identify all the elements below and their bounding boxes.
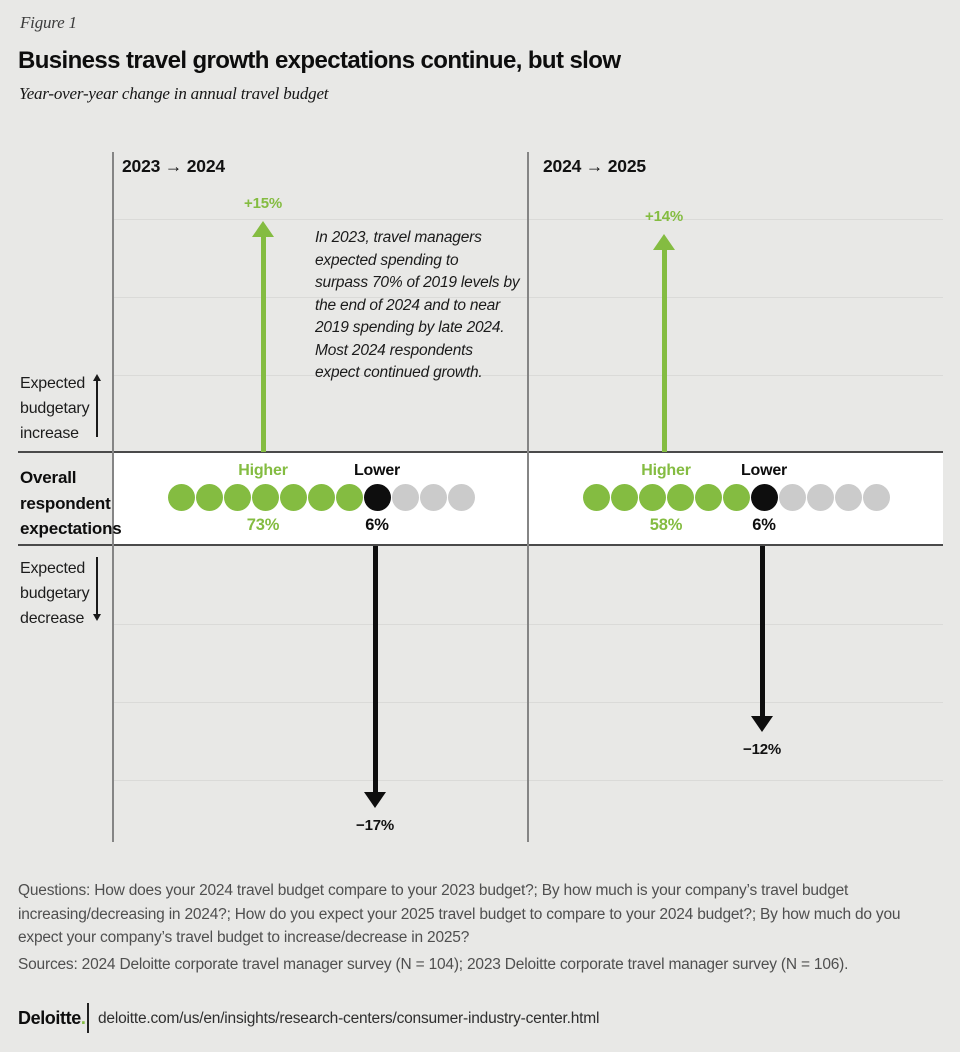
sources-text: Sources: 2024 Deloitte corporate travel … (18, 956, 849, 973)
footer-url[interactable]: deloitte.com/us/en/insights/research-cen… (98, 1010, 600, 1027)
panel2-decrease-value: −12% (743, 741, 781, 758)
panel1-dot-row (168, 484, 475, 511)
green-dot (168, 484, 195, 511)
green-dot (280, 484, 307, 511)
panel1-header: 2023 → 2024 (122, 156, 225, 176)
panel2-header: 2024 → 2025 (543, 156, 646, 176)
down-arrow-icon (92, 614, 101, 621)
gray-dot (448, 484, 475, 511)
panel1-axis (112, 152, 114, 842)
panel2-dot-row (583, 484, 890, 511)
panel1-down-arrow-icon (364, 792, 386, 808)
annotation-text: In 2023, travel managers expected spendi… (315, 229, 520, 381)
gray-dot (863, 484, 890, 511)
gray-dot (392, 484, 419, 511)
down-arrow-icon (96, 557, 98, 614)
up-arrow-icon (96, 380, 98, 437)
panel1-decrease-value: −17% (356, 817, 394, 834)
panel2-down-arrow-icon (751, 716, 773, 732)
green-dot (196, 484, 223, 511)
gray-dot (779, 484, 806, 511)
gray-dot (835, 484, 862, 511)
figure-label: Figure 1 (20, 13, 77, 32)
gray-dot (420, 484, 447, 511)
green-dot (224, 484, 251, 511)
panel2-axis (527, 152, 529, 842)
expected-decrease-label: Expected budgetary decrease (20, 560, 90, 627)
green-dot (667, 484, 694, 511)
green-dot (308, 484, 335, 511)
figure-subtitle: Year-over-year change in annual travel b… (19, 84, 329, 103)
respondent-band-frame (18, 451, 943, 546)
panel1-lower-label: Lower (353, 462, 401, 479)
expected-increase-label: Expected budgetary increase (20, 375, 90, 442)
panel1-lower-value: 6% (365, 516, 389, 534)
overall-expectations-label: Overall respondent expectations (20, 468, 122, 538)
black-dot (751, 484, 778, 511)
green-dot (611, 484, 638, 511)
up-arrow-icon (92, 374, 101, 381)
gray-dot (807, 484, 834, 511)
panel2-up-arrow-icon (653, 234, 675, 250)
green-dot (336, 484, 363, 511)
green-dot (695, 484, 722, 511)
panel1-increase-value: +15% (244, 195, 282, 212)
green-dot (723, 484, 750, 511)
panel1-higher-value: 73% (246, 516, 280, 534)
logo-divider (87, 1003, 89, 1033)
panel2-higher-label: Higher (641, 462, 691, 479)
panel2-lower-value: 6% (752, 516, 776, 534)
panel2-up-arrow-icon (661, 249, 667, 452)
panel1-down-arrow-icon (372, 546, 378, 792)
questions-text: Questions: How does your 2024 travel bud… (18, 882, 901, 946)
panel2-lower-label: Lower (740, 462, 788, 479)
panel1-up-arrow-icon (260, 236, 266, 452)
black-dot (364, 484, 391, 511)
panel2-increase-value: +14% (645, 208, 683, 225)
green-dot (639, 484, 666, 511)
green-dot (583, 484, 610, 511)
panel2-higher-value: 58% (649, 516, 683, 534)
green-dot (252, 484, 279, 511)
panel2-down-arrow-icon (759, 546, 765, 716)
deloitte-logo: Deloitte. (18, 1008, 86, 1028)
logo-green-period: . (80, 1008, 86, 1028)
panel1-up-arrow-icon (252, 221, 274, 237)
figure-title: Business travel growth expectations cont… (18, 47, 621, 74)
panel1-higher-label: Higher (238, 462, 288, 479)
